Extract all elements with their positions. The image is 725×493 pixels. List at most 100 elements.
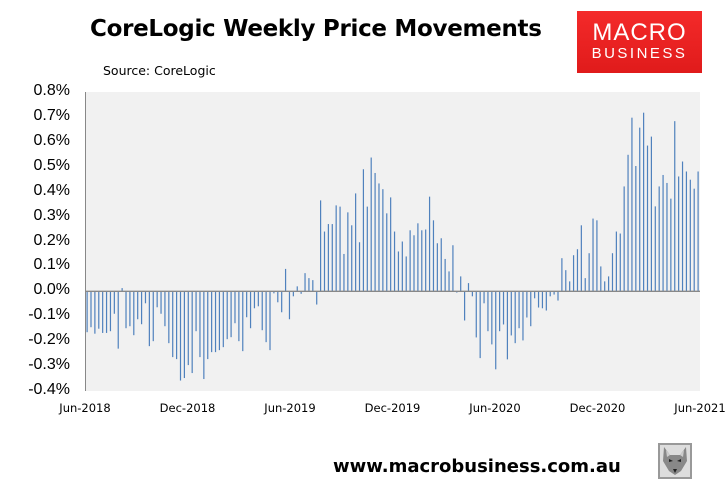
x-tick-label: Jun-2018 <box>59 401 111 415</box>
bar <box>121 288 123 292</box>
y-tick-label: 0.8% <box>33 82 70 99</box>
bar <box>619 233 621 292</box>
y-tick-label: 0.1% <box>33 256 70 274</box>
bar <box>370 157 372 292</box>
bar <box>580 225 582 292</box>
bar <box>479 291 481 359</box>
bar <box>281 291 283 313</box>
x-tick-label: Jun-2021 <box>674 401 725 415</box>
bar <box>506 291 509 360</box>
bar <box>475 291 477 338</box>
bar <box>312 280 314 292</box>
bar <box>522 291 524 341</box>
bar <box>234 291 236 324</box>
bar <box>284 268 287 292</box>
bar <box>428 196 431 292</box>
bar-series <box>85 92 700 391</box>
bar <box>689 179 691 292</box>
bar <box>487 291 489 332</box>
bar <box>639 127 641 292</box>
bar <box>168 291 170 344</box>
bar <box>623 186 625 292</box>
bar <box>436 243 438 292</box>
bar <box>405 256 407 292</box>
bar <box>222 291 224 348</box>
y-tick-label: -0.3% <box>28 356 70 374</box>
bar <box>452 245 454 292</box>
y-tick-label: -0.4% <box>28 381 70 398</box>
bar <box>514 291 516 344</box>
bar <box>125 291 127 329</box>
bar <box>646 145 649 292</box>
bar <box>697 171 699 292</box>
bar <box>355 193 357 292</box>
bar <box>499 291 501 332</box>
bar <box>413 235 415 292</box>
wolf-head-icon <box>658 443 692 479</box>
bar <box>296 286 298 292</box>
y-tick-label: 0.6% <box>33 131 70 149</box>
bar <box>148 291 150 347</box>
bar <box>246 291 248 318</box>
x-tick-label: Jun-2020 <box>469 401 521 415</box>
bar <box>292 291 294 297</box>
bar <box>569 281 571 292</box>
macrobusiness-logo: MACRO BUSINESS <box>577 11 702 73</box>
bar <box>94 291 96 334</box>
y-tick-label: -0.1% <box>28 306 70 324</box>
bar <box>133 291 135 336</box>
bar <box>366 206 368 292</box>
bar <box>218 291 221 351</box>
bar <box>176 291 178 360</box>
bar <box>327 224 329 292</box>
x-tick-label: Dec-2018 <box>159 401 216 415</box>
bar <box>249 291 252 329</box>
bar <box>685 171 688 292</box>
bar <box>526 291 528 318</box>
bar <box>86 291 88 333</box>
bar <box>203 291 205 380</box>
bar <box>561 258 563 292</box>
bar <box>347 212 349 292</box>
y-tick-label: 0.7% <box>33 106 70 124</box>
bar <box>502 291 505 325</box>
bar <box>467 283 470 292</box>
bar <box>320 200 322 292</box>
bar <box>572 255 575 292</box>
y-tick-label: 0.3% <box>33 206 70 224</box>
bar <box>102 291 104 333</box>
bar <box>444 258 446 292</box>
bar <box>545 291 547 311</box>
bar <box>261 291 263 331</box>
bar <box>393 231 396 292</box>
logo-line-1: MACRO <box>592 19 687 46</box>
y-tick-label: 0.4% <box>33 181 70 199</box>
bar <box>390 197 392 292</box>
bar <box>362 169 365 292</box>
bar <box>557 291 559 301</box>
x-tick-label: Dec-2020 <box>569 401 626 415</box>
bar <box>187 291 189 366</box>
bar <box>152 291 154 342</box>
bar <box>666 182 668 292</box>
footer-url: www.macrobusiness.com.au <box>333 456 621 477</box>
bar <box>109 291 112 332</box>
bar <box>537 291 540 308</box>
y-tick-label: 0.5% <box>33 156 70 174</box>
bar <box>643 112 645 292</box>
bar <box>518 291 520 329</box>
bar <box>678 176 680 292</box>
bar <box>269 291 271 351</box>
bar <box>607 276 610 292</box>
bar <box>440 238 442 292</box>
bar <box>553 291 555 295</box>
bar <box>172 291 174 358</box>
bar <box>510 291 512 336</box>
bar <box>425 229 427 292</box>
bar <box>588 253 590 292</box>
bar <box>541 291 544 309</box>
bar <box>137 291 139 320</box>
plot-area <box>85 92 700 391</box>
bar <box>164 291 166 327</box>
bar <box>565 270 567 292</box>
